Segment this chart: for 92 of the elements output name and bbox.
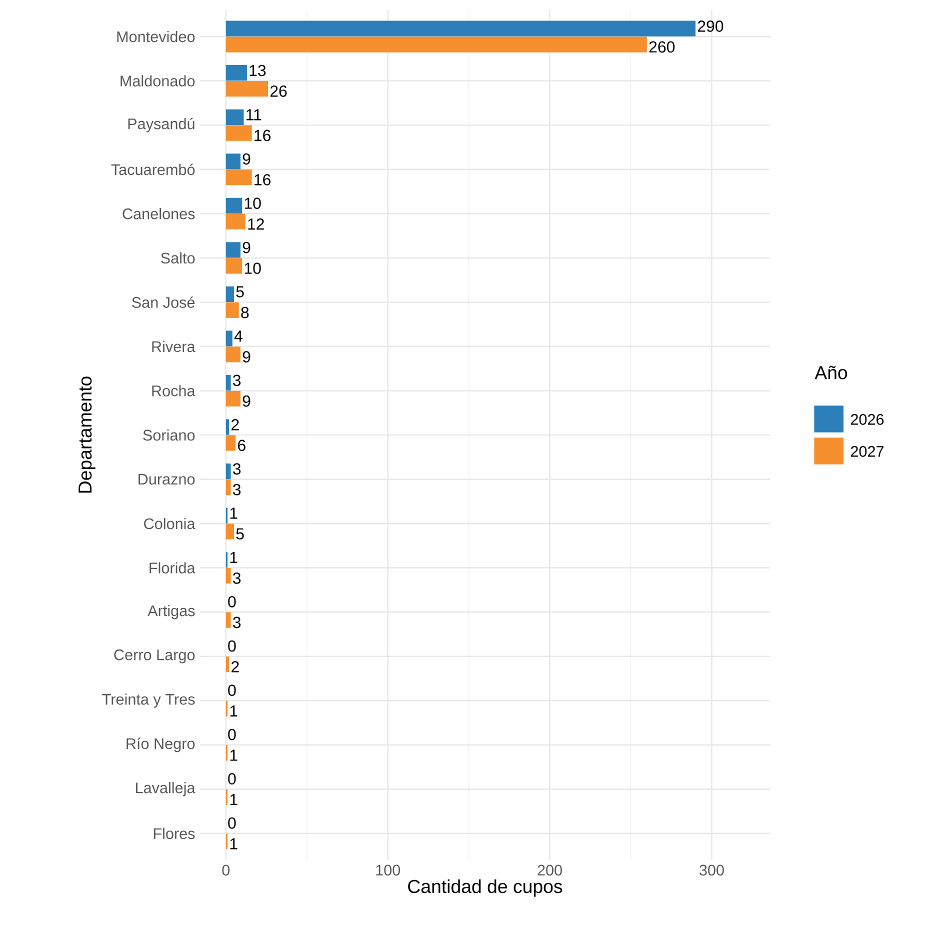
- data-label: 2: [232, 661, 239, 672]
- data-label: 10: [244, 262, 261, 274]
- data-label: 5: [236, 286, 244, 298]
- data-label: 16: [254, 174, 271, 186]
- bar: [226, 20, 696, 36]
- data-label: 0: [228, 640, 236, 652]
- data-label: 26: [270, 86, 287, 97]
- data-label: 5: [236, 528, 244, 540]
- bar: [226, 80, 268, 97]
- data-label: 13: [250, 64, 266, 76]
- y-tick-label: Paysandú: [128, 118, 194, 132]
- data-label: 290: [698, 20, 724, 32]
- y-tick-label: Río Negro: [126, 738, 195, 752]
- bar: [226, 524, 234, 540]
- bar: [226, 374, 231, 391]
- bar: [226, 214, 246, 230]
- y-tick-label: Maldonado: [120, 75, 195, 86]
- data-label: 3: [232, 572, 241, 584]
- y-tick-label: Montevideo: [117, 30, 195, 42]
- y-tick-label: Lavalleja: [136, 782, 196, 796]
- data-label: 10: [244, 198, 261, 209]
- y-tick-label: Rocha: [152, 385, 196, 396]
- bar: [226, 109, 244, 125]
- x-axis-title: Cantidad de cupos: [408, 879, 562, 897]
- y-tick-label: Rivera: [152, 340, 196, 352]
- data-label: 2: [232, 419, 239, 430]
- data-label: 260: [649, 41, 675, 53]
- data-label: 0: [228, 773, 236, 784]
- data-label: 3: [232, 374, 241, 386]
- bar: [226, 346, 240, 362]
- data-label: 3: [232, 616, 241, 628]
- bar: [226, 330, 232, 346]
- bar: [226, 125, 252, 141]
- y-tick-label: Florida: [150, 562, 196, 574]
- y-tick-label: Flores: [154, 828, 195, 840]
- bar: [226, 479, 231, 496]
- x-tick-label: 100: [376, 864, 400, 876]
- data-label: 0: [228, 817, 236, 829]
- legend-label: 2027: [850, 446, 884, 457]
- bar: [226, 435, 236, 451]
- bar: [226, 242, 240, 258]
- bar: [226, 612, 231, 628]
- y-axis-title: Departamento: [78, 376, 96, 493]
- x-tick-label: 0: [222, 864, 230, 876]
- bar: [226, 286, 234, 302]
- y-tick-label: Colonia: [144, 518, 196, 530]
- data-label: 12: [248, 218, 264, 230]
- data-label: 16: [254, 130, 271, 142]
- data-label: 3: [232, 484, 241, 496]
- data-label: 0: [228, 728, 236, 740]
- data-label: 8: [241, 306, 249, 318]
- y-tick-label: San José: [132, 296, 195, 308]
- x-tick-label: 200: [538, 864, 562, 876]
- bar: [226, 390, 240, 407]
- data-label: 1: [230, 508, 238, 519]
- data-label: 1: [230, 750, 238, 761]
- legend-label: 2026: [850, 414, 884, 425]
- data-label: 4: [234, 330, 242, 342]
- legend-title: Año: [814, 366, 848, 380]
- bar: [226, 656, 230, 672]
- data-label: 1: [230, 794, 238, 806]
- data-label: 9: [242, 242, 250, 254]
- y-tick-label: Treinta y Tres: [102, 693, 195, 708]
- y-tick-label: Artigas: [148, 604, 195, 620]
- y-tick-label: Tacuarembó: [111, 164, 195, 176]
- y-tick-label: Cerro Largo: [114, 649, 195, 664]
- y-tick-label: Canelones: [122, 208, 195, 220]
- bar: [226, 65, 247, 81]
- data-label: 9: [242, 153, 250, 165]
- y-tick-label: Durazno: [138, 474, 195, 485]
- data-label: 0: [228, 684, 236, 696]
- x-tick-label: 300: [700, 864, 724, 876]
- bar: [226, 170, 252, 186]
- bar: [226, 36, 647, 52]
- bar: [226, 258, 242, 274]
- y-tick-label: Salto: [161, 252, 195, 264]
- data-label: 6: [238, 440, 246, 452]
- bar: [226, 463, 231, 480]
- data-label: 3: [232, 463, 241, 475]
- bar: [226, 154, 240, 170]
- data-label: 1: [230, 705, 238, 716]
- data-label: 9: [242, 351, 250, 362]
- bar: [226, 198, 242, 214]
- data-label: 1: [230, 838, 238, 850]
- data-label: 0: [228, 596, 236, 608]
- bar: [226, 419, 230, 435]
- data-label: 11: [246, 109, 262, 120]
- bar: [226, 568, 231, 584]
- data-label: 1: [230, 552, 238, 563]
- bar: [226, 302, 239, 318]
- y-tick-label: Soriano: [143, 429, 195, 441]
- data-label: 9: [242, 395, 250, 407]
